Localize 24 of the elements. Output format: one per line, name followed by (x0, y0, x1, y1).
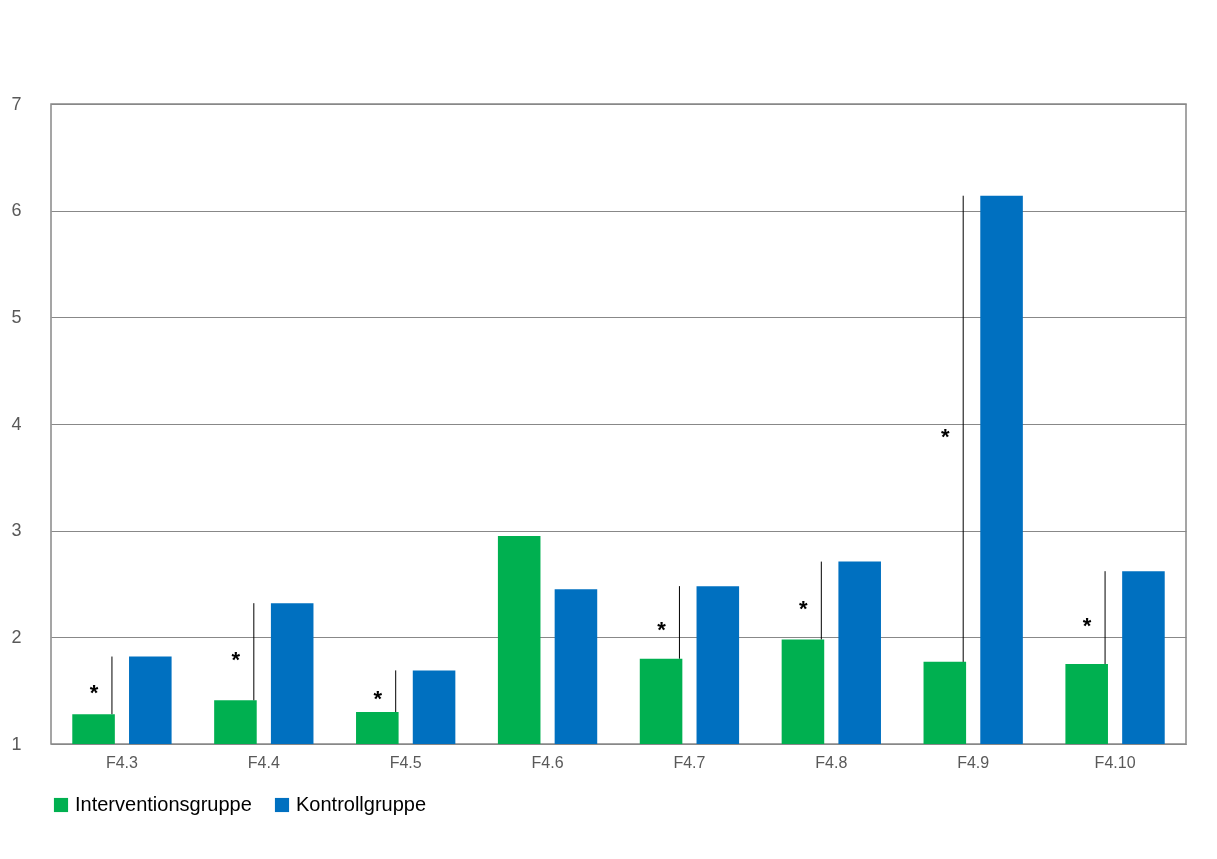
legend-label: Interventionsgruppe (75, 793, 252, 815)
y-tick-label: 4 (11, 413, 22, 434)
y-tick-label: 1 (11, 733, 22, 754)
x-tick-label: F4.3 (105, 753, 139, 771)
annotation: * (231, 646, 241, 672)
legend-label: Kontrollgruppe (296, 793, 427, 815)
y-tick-label: 7 (11, 93, 22, 114)
y-tick-label: 3 (11, 520, 22, 541)
x-tick-label: F4.8 (815, 753, 848, 771)
y-tick-label: 6 (11, 200, 22, 221)
x-tick-label: F4.6 (531, 753, 564, 771)
annotation: * (657, 617, 667, 643)
x-tick-label: F4.10 (1094, 753, 1136, 771)
y-tick-label: 2 (11, 626, 22, 647)
x-tick-label: F4.5 (389, 753, 422, 771)
y-tick-label: 5 (11, 306, 22, 327)
annotation: * (799, 595, 809, 621)
annotation: * (940, 423, 950, 449)
x-tick-label: F4.9 (957, 753, 990, 771)
x-tick-label: F4.7 (673, 753, 706, 771)
annotation: * (373, 686, 383, 712)
annotation: * (89, 680, 99, 706)
x-tick-label: F4.4 (247, 753, 280, 771)
annotation: * (1082, 612, 1092, 638)
